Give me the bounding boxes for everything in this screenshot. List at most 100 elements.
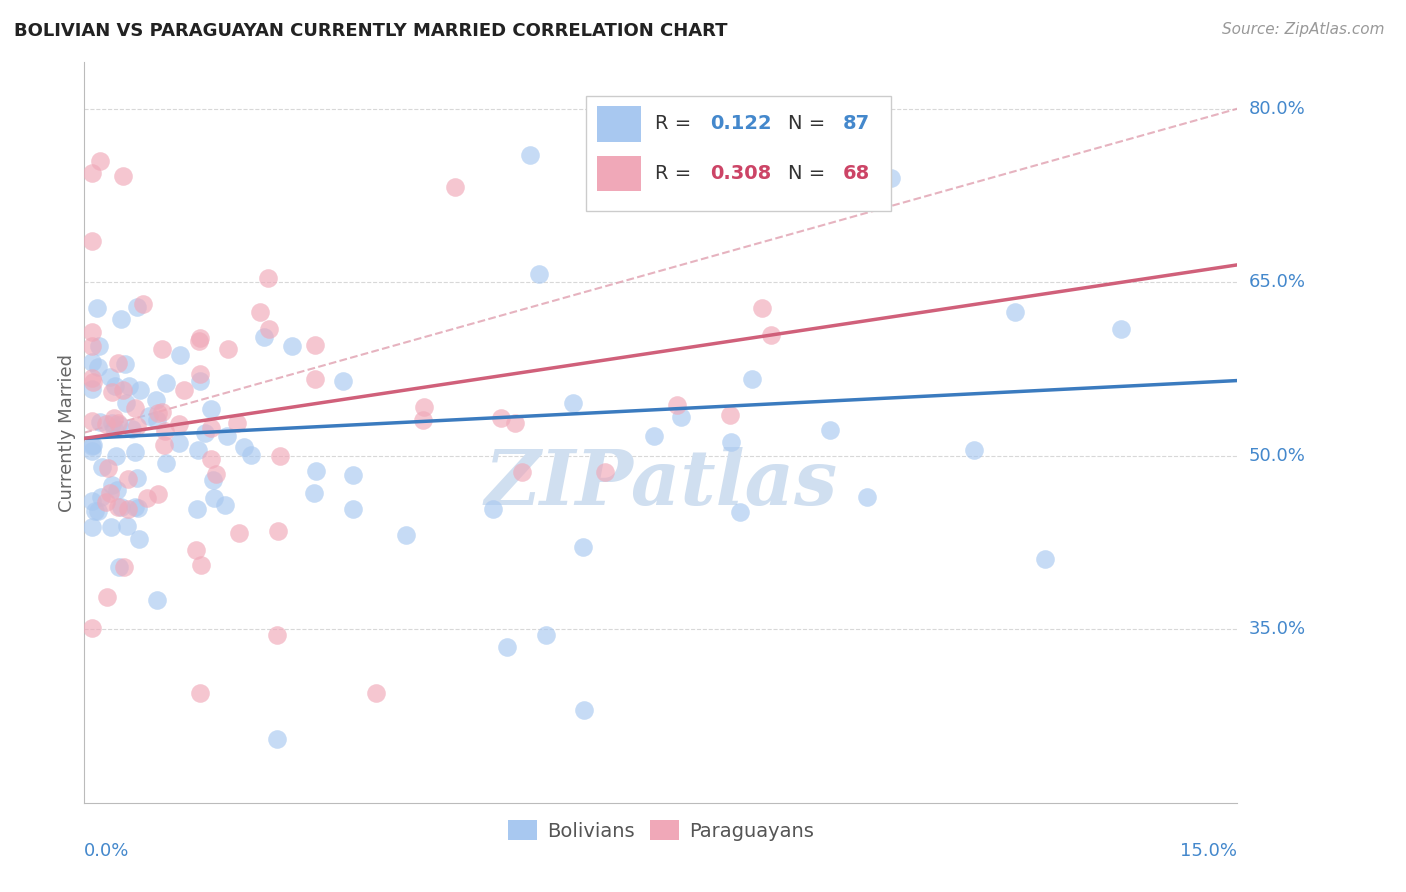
Point <box>107 417 129 432</box>
Point <box>761 327 783 342</box>
Point <box>94 495 117 509</box>
Point <box>217 342 239 356</box>
Point <box>80 382 103 396</box>
Point <box>80 234 103 248</box>
Point <box>80 166 103 180</box>
Text: 0.308: 0.308 <box>710 164 772 183</box>
Point <box>572 703 595 717</box>
Point <box>200 451 222 466</box>
Point <box>101 417 124 431</box>
Text: 68: 68 <box>844 164 870 183</box>
Text: BOLIVIAN VS PARAGUAYAN CURRENTLY MARRIED CORRELATION CHART: BOLIVIAN VS PARAGUAYAN CURRENTLY MARRIED… <box>14 22 727 40</box>
Point <box>728 505 751 519</box>
Point <box>1033 552 1056 566</box>
Point <box>100 520 122 534</box>
Point <box>169 348 191 362</box>
Point <box>80 519 103 533</box>
Point <box>150 343 173 357</box>
Point <box>112 559 135 574</box>
Point <box>125 470 148 484</box>
Point <box>253 330 276 344</box>
Point <box>413 400 436 414</box>
Point <box>87 504 110 518</box>
Point <box>266 732 288 747</box>
Point <box>527 267 550 281</box>
Point <box>118 379 141 393</box>
Point <box>880 171 903 186</box>
Point <box>718 409 741 423</box>
Point <box>105 449 128 463</box>
Point <box>127 418 149 433</box>
Point <box>112 383 135 397</box>
Text: 65.0%: 65.0% <box>1249 273 1305 291</box>
Point <box>342 501 364 516</box>
Point <box>741 372 763 386</box>
Text: 35.0%: 35.0% <box>1249 620 1306 639</box>
Point <box>121 422 143 436</box>
Text: 0.122: 0.122 <box>710 114 772 134</box>
Point <box>107 500 129 515</box>
Point <box>96 591 118 605</box>
Point <box>489 411 512 425</box>
Text: R =: R = <box>655 114 697 134</box>
Point <box>80 414 103 428</box>
Point <box>114 357 136 371</box>
Point <box>86 301 108 315</box>
Point <box>304 338 326 352</box>
Point <box>128 383 150 397</box>
Point <box>80 439 103 453</box>
Point <box>665 398 688 412</box>
Point <box>89 415 111 429</box>
Text: 0.0%: 0.0% <box>84 842 129 860</box>
Point <box>104 379 127 393</box>
Point <box>202 491 225 506</box>
Legend: Bolivians, Paraguayans: Bolivians, Paraguayans <box>501 813 821 848</box>
Point <box>173 384 195 398</box>
Point <box>136 491 159 505</box>
Point <box>1109 322 1132 336</box>
Point <box>117 502 139 516</box>
FancyBboxPatch shape <box>586 95 891 211</box>
Point <box>131 297 153 311</box>
Bar <box>598 156 641 191</box>
Point <box>249 304 271 318</box>
Point <box>155 376 177 390</box>
Point <box>302 486 325 500</box>
Point <box>188 334 211 348</box>
Point <box>186 542 208 557</box>
Point <box>505 416 527 430</box>
Point <box>94 417 117 431</box>
Text: 80.0%: 80.0% <box>1249 100 1305 118</box>
Point <box>751 301 773 316</box>
Point <box>412 413 434 427</box>
Point <box>269 449 291 463</box>
Point <box>304 372 326 386</box>
Point <box>80 339 103 353</box>
Point <box>963 443 986 458</box>
Point <box>214 498 236 512</box>
Point <box>83 504 105 518</box>
Point <box>125 300 148 314</box>
Point <box>146 413 169 427</box>
Point <box>89 153 111 168</box>
Point <box>86 359 108 374</box>
Point <box>194 426 217 441</box>
Y-axis label: Currently Married: Currently Married <box>58 353 76 512</box>
Point <box>148 487 170 501</box>
Point <box>80 443 103 458</box>
Point <box>111 169 134 183</box>
Point <box>305 464 328 478</box>
Point <box>201 473 224 487</box>
Point <box>153 424 176 438</box>
Point <box>228 525 250 540</box>
Point <box>80 493 103 508</box>
Point <box>146 593 169 607</box>
Bar <box>598 106 641 142</box>
Point <box>217 429 239 443</box>
Point <box>496 640 519 654</box>
Point <box>190 367 212 381</box>
Point <box>105 483 128 497</box>
Text: N =: N = <box>787 164 831 183</box>
Point <box>117 472 139 486</box>
Point <box>107 356 129 370</box>
